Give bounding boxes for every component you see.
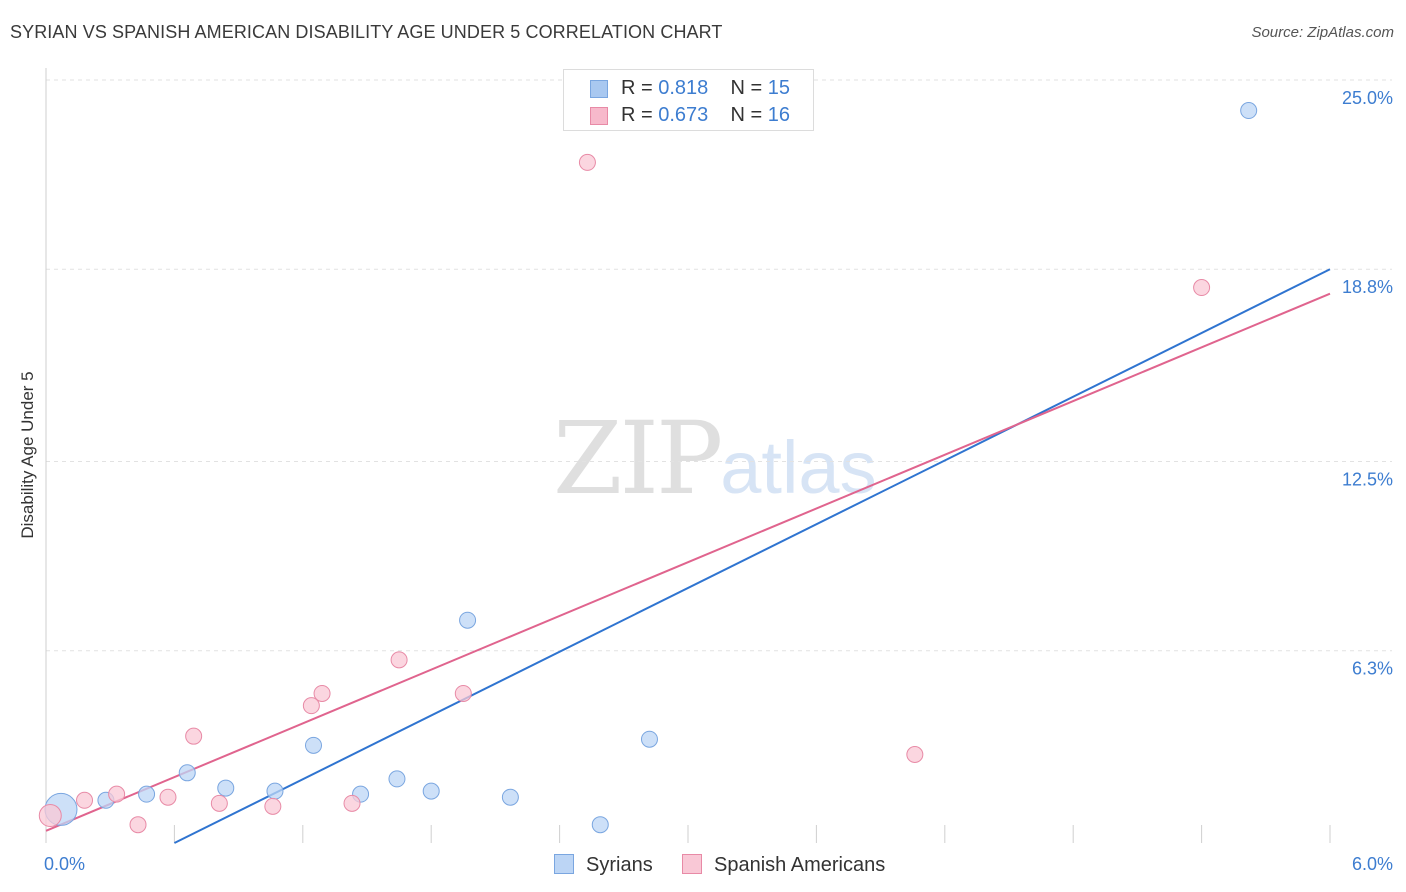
point-spanish-americans-15 bbox=[1193, 279, 1211, 297]
point-spanish-americans-4 bbox=[159, 788, 177, 806]
point-spanish-americans-14 bbox=[906, 745, 924, 763]
point-syrians-6 bbox=[305, 736, 322, 754]
stats-text-syrians: R = 0.818 N = 15 bbox=[621, 77, 791, 99]
point-spanish-americans-11 bbox=[390, 651, 408, 669]
y-tick-label-0: 6.3% bbox=[1352, 659, 1393, 679]
chart-title: SYRIAN VS SPANISH AMERICAN DISABILITY AG… bbox=[10, 22, 723, 42]
point-syrians-12 bbox=[591, 816, 609, 834]
point-spanish-americans-2 bbox=[108, 785, 126, 803]
point-spanish-americans-6 bbox=[210, 794, 228, 812]
point-spanish-americans-0 bbox=[38, 804, 62, 828]
point-spanish-americans-1 bbox=[76, 791, 94, 809]
point-syrians-3 bbox=[178, 764, 196, 782]
point-spanish-americans-8 bbox=[302, 697, 320, 715]
point-syrians-14 bbox=[1240, 102, 1258, 120]
point-spanish-americans-9 bbox=[313, 684, 331, 702]
stats-swatch-syrians bbox=[590, 80, 608, 98]
point-syrians-11 bbox=[501, 788, 519, 806]
legend-swatch-syrians bbox=[554, 854, 574, 874]
point-syrians-4 bbox=[217, 779, 235, 797]
point-syrians-13 bbox=[640, 730, 658, 748]
point-syrians-5 bbox=[266, 782, 284, 800]
y-tick-label-1: 12.5% bbox=[1342, 470, 1393, 490]
legend-label-syrians: Syrians bbox=[586, 854, 653, 876]
stats-swatch-spanish-americans bbox=[590, 107, 608, 125]
watermark: ZIPatlas bbox=[553, 400, 877, 517]
point-syrians-2 bbox=[138, 785, 156, 803]
point-spanish-americans-3 bbox=[129, 816, 147, 834]
point-syrians-9 bbox=[422, 782, 440, 800]
point-spanish-americans-13 bbox=[578, 153, 596, 171]
trend-line-syrians bbox=[173, 268, 1331, 844]
y-tick-label-2: 18.8% bbox=[1342, 277, 1393, 297]
watermark-zip: ZIP bbox=[553, 400, 723, 517]
x-tick-label-1: 6.0% bbox=[1352, 854, 1393, 874]
point-syrians-8 bbox=[388, 770, 406, 788]
trend-line-spanish-americans bbox=[45, 292, 1331, 832]
y-tick-label-3: 25.0% bbox=[1342, 88, 1393, 108]
point-spanish-americans-12 bbox=[454, 684, 472, 702]
legend: Syrians Spanish Americans bbox=[0, 850, 1406, 880]
legend-label-spanish-americans: Spanish Americans bbox=[714, 854, 886, 876]
point-spanish-americans-7 bbox=[264, 797, 282, 815]
legend-swatch-spanish-americans bbox=[682, 854, 702, 874]
point-spanish-americans-10 bbox=[343, 794, 361, 812]
stats-box: R = 0.818 N = 15 R = 0.673 N = 16 bbox=[563, 69, 814, 131]
stats-text-spanish-americans: R = 0.673 N = 16 bbox=[621, 104, 791, 126]
point-syrians-10 bbox=[459, 611, 477, 629]
source-label: Source: ZipAtlas.com bbox=[1251, 24, 1394, 41]
x-tick-label-0: 0.0% bbox=[44, 854, 85, 874]
point-spanish-americans-5 bbox=[185, 727, 203, 745]
